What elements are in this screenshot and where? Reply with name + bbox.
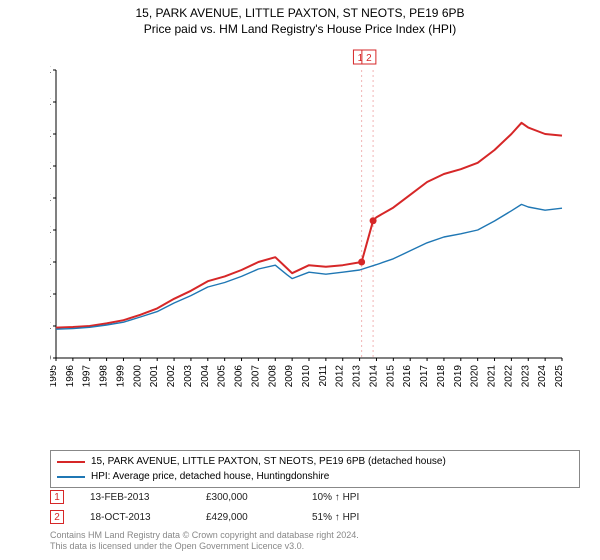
sale-price-2: £429,000 <box>206 512 286 523</box>
sale-date-1: 13-FEB-2013 <box>90 492 180 503</box>
footer-line-2: This data is licensed under the Open Gov… <box>50 541 580 552</box>
svg-text:2012: 2012 <box>335 365 346 388</box>
svg-text:2009: 2009 <box>284 365 295 388</box>
sale-pct-1: 10% ↑ HPI <box>312 492 402 503</box>
svg-text:1996: 1996 <box>65 365 76 388</box>
svg-text:2023: 2023 <box>520 365 531 388</box>
svg-text:2011: 2011 <box>318 365 329 387</box>
svg-text:2021: 2021 <box>487 365 498 388</box>
svg-text:2003: 2003 <box>183 365 194 388</box>
footer-line-1: Contains HM Land Registry data © Crown c… <box>50 530 580 541</box>
svg-text:1998: 1998 <box>99 365 110 388</box>
svg-text:2006: 2006 <box>234 365 245 388</box>
svg-text:2015: 2015 <box>385 365 396 388</box>
chart-subtitle: Price paid vs. HM Land Registry's House … <box>0 22 600 38</box>
chart-title: 15, PARK AVENUE, LITTLE PAXTON, ST NEOTS… <box>0 0 600 22</box>
legend-label-hpi: HPI: Average price, detached house, Hunt… <box>91 469 329 484</box>
svg-text:2020: 2020 <box>470 365 481 388</box>
svg-text:2013: 2013 <box>352 365 363 388</box>
svg-text:1995: 1995 <box>50 365 59 388</box>
svg-text:2025: 2025 <box>554 365 565 388</box>
svg-text:2016: 2016 <box>402 365 413 388</box>
svg-text:2: 2 <box>366 53 372 64</box>
sale-row-2: 2 18-OCT-2013 £429,000 51% ↑ HPI <box>50 510 580 524</box>
sale-rows: 1 13-FEB-2013 £300,000 10% ↑ HPI 2 18-OC… <box>50 490 580 530</box>
legend-box: 15, PARK AVENUE, LITTLE PAXTON, ST NEOTS… <box>50 450 580 488</box>
sale-date-2: 18-OCT-2013 <box>90 512 180 523</box>
svg-text:2017: 2017 <box>419 365 430 388</box>
svg-text:2007: 2007 <box>250 365 261 388</box>
svg-text:2005: 2005 <box>217 365 228 388</box>
svg-text:1997: 1997 <box>82 365 93 388</box>
sale-marker-1: 1 <box>50 490 64 504</box>
svg-text:2014: 2014 <box>368 365 379 388</box>
chart-container: 15, PARK AVENUE, LITTLE PAXTON, ST NEOTS… <box>0 0 600 560</box>
svg-text:1999: 1999 <box>115 365 126 388</box>
svg-text:2010: 2010 <box>301 365 312 388</box>
legend-swatch-property <box>57 461 85 463</box>
svg-text:2004: 2004 <box>200 365 211 388</box>
legend-label-property: 15, PARK AVENUE, LITTLE PAXTON, ST NEOTS… <box>91 454 446 469</box>
sale-marker-2: 2 <box>50 510 64 524</box>
svg-text:2019: 2019 <box>453 365 464 388</box>
svg-text:2018: 2018 <box>436 365 447 388</box>
sale-pct-2: 51% ↑ HPI <box>312 512 402 523</box>
svg-text:2024: 2024 <box>537 365 548 388</box>
svg-text:2002: 2002 <box>166 365 177 388</box>
svg-text:2022: 2022 <box>503 365 514 388</box>
legend-row-property: 15, PARK AVENUE, LITTLE PAXTON, ST NEOTS… <box>57 454 573 469</box>
chart-svg: £0£100K£200K£300K£400K£500K£600K£700K£80… <box>50 44 580 404</box>
legend-row-hpi: HPI: Average price, detached house, Hunt… <box>57 469 573 484</box>
footer: Contains HM Land Registry data © Crown c… <box>50 530 580 553</box>
svg-text:2000: 2000 <box>132 365 143 388</box>
legend-swatch-hpi <box>57 476 85 478</box>
sale-row-1: 1 13-FEB-2013 £300,000 10% ↑ HPI <box>50 490 580 504</box>
sale-price-1: £300,000 <box>206 492 286 503</box>
svg-text:2008: 2008 <box>267 365 278 388</box>
chart-plot-area: £0£100K£200K£300K£400K£500K£600K£700K£80… <box>50 44 580 404</box>
svg-text:2001: 2001 <box>149 365 160 388</box>
